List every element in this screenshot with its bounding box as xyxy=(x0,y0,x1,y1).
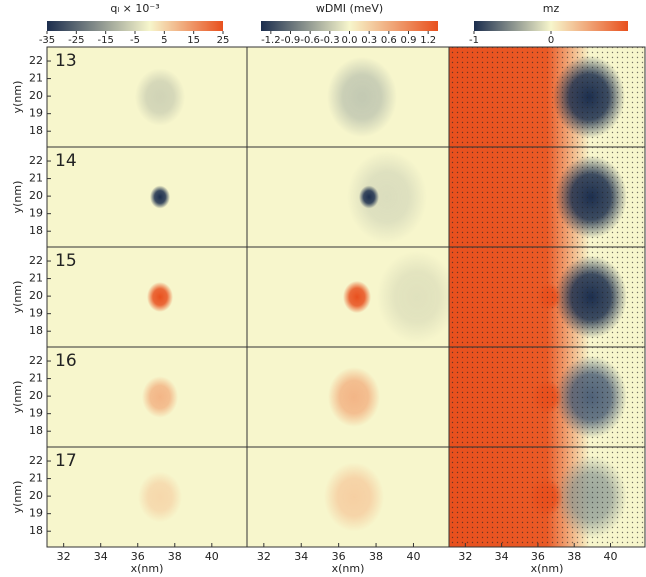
colorbar-label: qₗ × 10⁻³ xyxy=(110,2,159,15)
arrow-field xyxy=(449,447,645,547)
row-label: 17 xyxy=(55,451,77,471)
x-tick-label: 36 xyxy=(531,550,545,563)
y-tick-label: 22 xyxy=(29,154,43,167)
blob xyxy=(135,68,185,126)
y-tick-label: 22 xyxy=(29,254,43,267)
y-tick-label: 21 xyxy=(29,72,43,85)
colorbar-tick-label: 0 xyxy=(548,35,554,46)
y-tick-label: 21 xyxy=(29,372,43,385)
x-tick-label: 34 xyxy=(294,550,308,563)
x-tick-label: 38 xyxy=(369,550,383,563)
row-label: 16 xyxy=(55,351,77,371)
colorbar xyxy=(47,21,223,31)
y-tick-label: 19 xyxy=(29,107,43,120)
y-tick-label: 19 xyxy=(29,207,43,220)
x-tick-label: 40 xyxy=(205,550,219,563)
y-tick-label: 18 xyxy=(29,224,43,237)
y-tick-label: 20 xyxy=(29,189,43,202)
y-tick-label: 22 xyxy=(29,354,43,367)
y-tick-label: 20 xyxy=(29,489,43,502)
y-tick-label: 19 xyxy=(29,407,43,420)
blob xyxy=(142,376,178,418)
y-tick-label: 18 xyxy=(29,424,43,437)
colorbar-tick-label: 5 xyxy=(161,35,167,46)
arrow-field xyxy=(449,247,645,347)
colorbar-tick-label: -1 xyxy=(469,35,479,46)
blob xyxy=(150,185,170,209)
colorbar-tick-label: -25 xyxy=(68,35,84,46)
y-axis-label: y(nm) xyxy=(11,481,24,514)
y-tick-label: 20 xyxy=(29,89,43,102)
x-tick-label: 36 xyxy=(131,550,145,563)
x-tick-label: 34 xyxy=(94,550,108,563)
colorbar-label: mz xyxy=(543,2,560,15)
x-tick-label: 32 xyxy=(458,550,472,563)
panel xyxy=(247,147,449,247)
blob xyxy=(359,185,379,209)
x-tick-label: 40 xyxy=(406,550,420,563)
y-tick-label: 20 xyxy=(29,389,43,402)
x-axis-label: x(nm) xyxy=(131,562,164,575)
y-tick-label: 21 xyxy=(29,472,43,485)
y-tick-label: 18 xyxy=(29,124,43,137)
x-tick-label: 40 xyxy=(604,550,618,563)
y-tick-label: 20 xyxy=(29,289,43,302)
colorbar-tick-label: -1.2 xyxy=(261,35,281,46)
y-axis-label: y(nm) xyxy=(11,381,24,414)
panel xyxy=(47,147,247,247)
blob xyxy=(138,471,182,523)
colorbar-tick-label: 0.3 xyxy=(361,35,377,46)
colorbar-tick-label: -0.9 xyxy=(281,35,301,46)
x-axis-label: x(nm) xyxy=(332,562,365,575)
x-tick-label: 34 xyxy=(495,550,509,563)
colorbar-tick-label: 0.9 xyxy=(401,35,417,46)
x-tick-label: 36 xyxy=(332,550,346,563)
colorbar-tick-label: -0.3 xyxy=(320,35,340,46)
colorbar-tick-label: -15 xyxy=(97,35,113,46)
arrow-field xyxy=(449,147,645,247)
y-tick-label: 21 xyxy=(29,272,43,285)
colorbar xyxy=(261,21,438,31)
row-label: 15 xyxy=(55,251,77,271)
y-tick-label: 18 xyxy=(29,524,43,537)
y-tick-label: 19 xyxy=(29,307,43,320)
y-tick-label: 22 xyxy=(29,54,43,67)
colorbar-tick-label: 1.2 xyxy=(420,35,436,46)
y-tick-label: 22 xyxy=(29,454,43,467)
colorbar-tick-label: 0.0 xyxy=(342,35,358,46)
blob xyxy=(377,251,457,343)
row-label: 14 xyxy=(55,151,77,171)
blob xyxy=(147,282,173,312)
blob xyxy=(324,462,384,532)
colorbar xyxy=(474,21,628,31)
x-tick-label: 38 xyxy=(168,550,182,563)
x-tick-label: 32 xyxy=(57,550,71,563)
colorbar-tick-label: -5 xyxy=(130,35,140,46)
blob xyxy=(327,56,397,138)
blob xyxy=(328,367,380,427)
x-tick-label: 32 xyxy=(257,550,271,563)
colorbar-tick-label: 15 xyxy=(187,35,200,46)
colorbar-label: wDMI (meV) xyxy=(316,2,383,15)
x-axis-label: x(nm) xyxy=(531,562,564,575)
y-axis-label: y(nm) xyxy=(11,181,24,214)
colorbar-tick-label: 0.6 xyxy=(381,35,397,46)
panel xyxy=(247,447,449,547)
x-tick-label: 38 xyxy=(567,550,581,563)
arrow-field xyxy=(449,347,645,447)
colorbar-tick-label: -35 xyxy=(39,35,55,46)
panel-frame xyxy=(448,446,646,548)
colorbar-tick-label: -0.6 xyxy=(300,35,320,46)
colorbar-tick-label: 25 xyxy=(217,35,230,46)
y-axis-label: y(nm) xyxy=(11,81,24,114)
y-tick-label: 21 xyxy=(29,172,43,185)
y-tick-label: 19 xyxy=(29,507,43,520)
y-tick-label: 18 xyxy=(29,324,43,337)
y-axis-label: y(nm) xyxy=(11,281,24,314)
panel xyxy=(47,447,247,547)
row-label: 13 xyxy=(55,51,77,71)
arrow-field xyxy=(449,47,645,147)
blob xyxy=(343,280,371,314)
